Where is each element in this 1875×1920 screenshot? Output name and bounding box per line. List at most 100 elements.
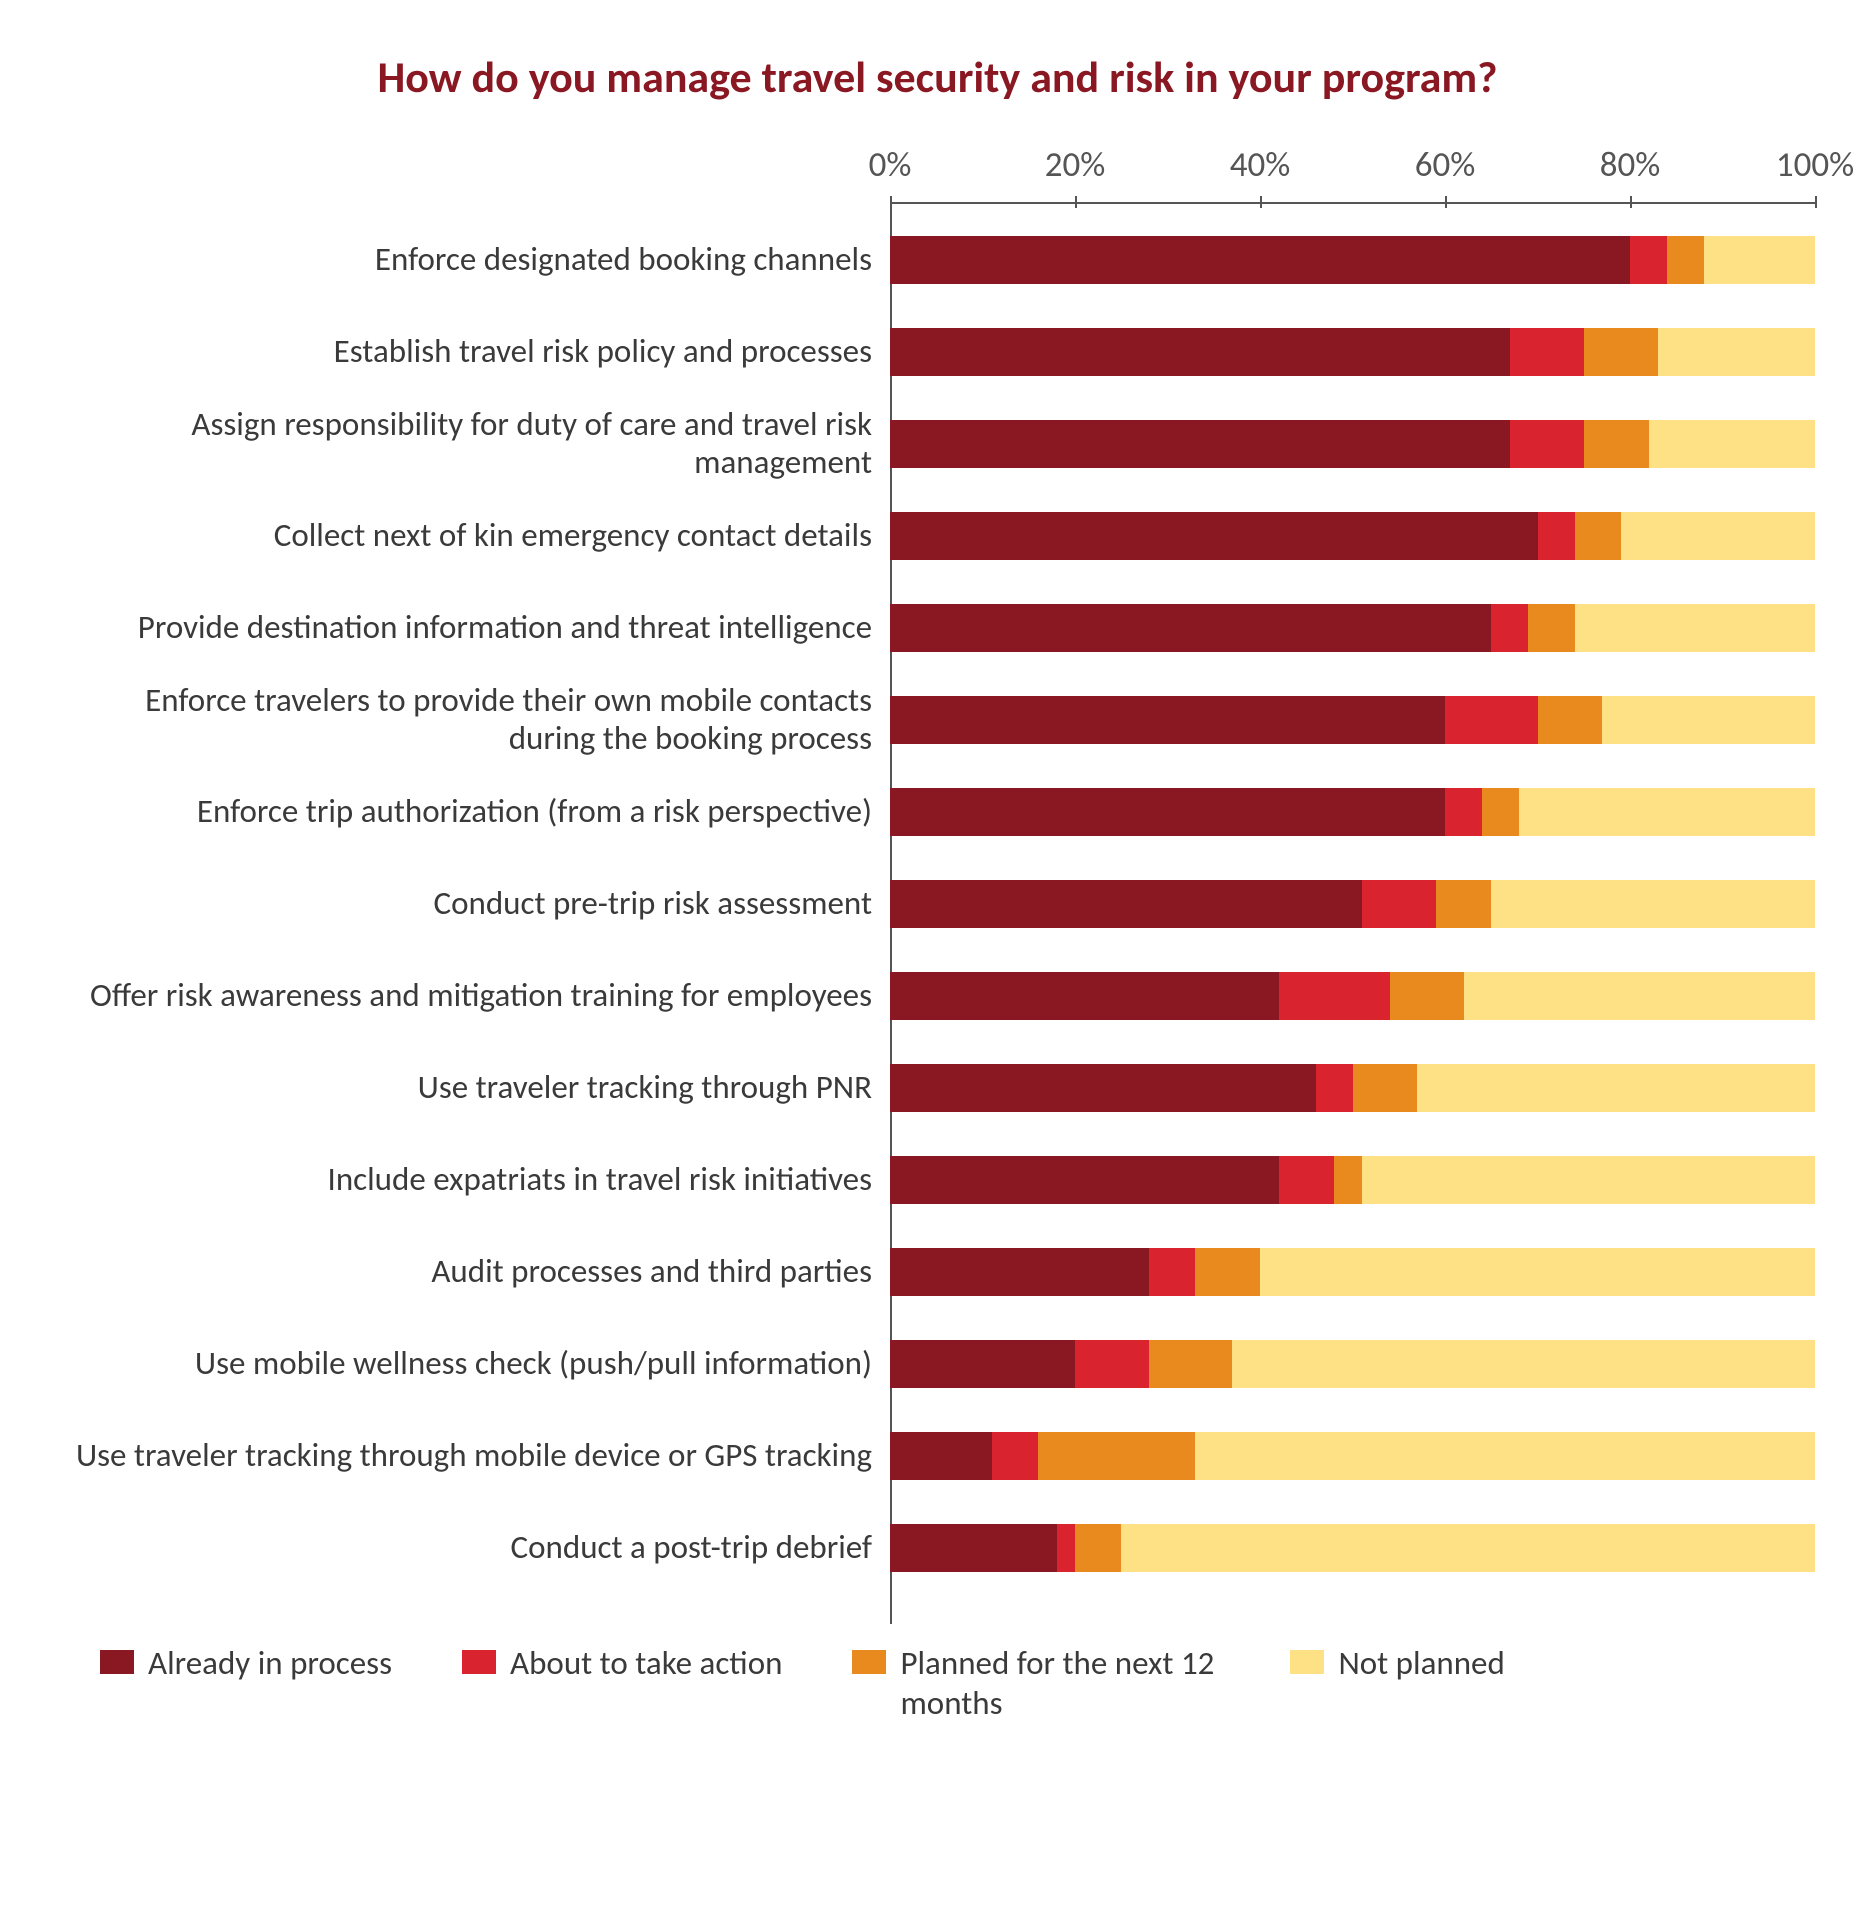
bar-segment-planned12 [1334,1156,1362,1204]
chart-row: Provide destination information and thre… [60,582,1815,674]
row-plot [890,490,1815,582]
bar-segment-planned12 [1667,236,1704,284]
chart-row: Assign responsibility for duty of care a… [60,398,1815,490]
stacked-bar [890,880,1815,928]
row-plot [890,306,1815,398]
stacked-bar [890,696,1815,744]
row-plot [890,582,1815,674]
bar-segment-already [890,1524,1057,1572]
legend: Already in process About to take action Pl… [60,1644,1815,1723]
row-label: Audit processes and third parties [60,1226,890,1318]
legend-swatch [852,1650,886,1674]
stacked-bar [890,604,1815,652]
stacked-bar [890,1156,1815,1204]
stacked-bar [890,236,1815,284]
stacked-bar [890,1064,1815,1112]
bar-segment-about [1362,880,1436,928]
legend-label: Already in process [148,1644,392,1684]
row-label: Assign responsibility for duty of care a… [60,398,890,490]
stacked-bar [890,1524,1815,1572]
chart-row: Offer risk awareness and mitigation trai… [60,950,1815,1042]
bar-segment-already [890,972,1279,1020]
legend-item: Already in process [100,1644,392,1684]
bar-segment-planned12 [1038,1432,1195,1480]
row-label: Offer risk awareness and mitigation trai… [60,950,890,1042]
legend-label: Planned for the next 12 months [900,1644,1220,1723]
bar-segment-already [890,420,1510,468]
bar-segment-not_planned [1602,696,1815,744]
legend-item: Not planned [1290,1644,1504,1684]
row-label: Enforce trip authorization (from a risk … [60,766,890,858]
row-label: Use mobile wellness check (push/pull inf… [60,1318,890,1410]
bar-segment-not_planned [1519,788,1815,836]
chart-row: Conduct a post-trip debrief [60,1502,1815,1594]
bar-segment-planned12 [1584,420,1649,468]
chart-row: Use mobile wellness check (push/pull inf… [60,1318,1815,1410]
row-plot [890,674,1815,766]
bar-segment-not_planned [1658,328,1815,376]
legend-swatch [100,1650,134,1674]
bar-segment-planned12 [1482,788,1519,836]
bar-segment-not_planned [1362,1156,1815,1204]
chart-row: Use traveler tracking through PNR [60,1042,1815,1134]
bar-segment-not_planned [1195,1432,1815,1480]
chart-row: Enforce designated booking channels [60,214,1815,306]
row-label: Use traveler tracking through mobile dev… [60,1410,890,1502]
legend-label: Not planned [1338,1644,1504,1684]
legend-swatch [462,1650,496,1674]
bar-segment-about [1149,1248,1195,1296]
x-axis-tick-label: 0% [869,144,912,186]
row-label: Collect next of kin emergency contact de… [60,490,890,582]
stacked-bar [890,1340,1815,1388]
bar-segment-about [1075,1340,1149,1388]
legend-label: About to take action [510,1644,782,1684]
chart-rows: Enforce designated booking channelsEstab… [60,214,1815,1594]
bar-segment-already [890,696,1445,744]
row-label: Enforce travelers to provide their own m… [60,674,890,766]
bar-segment-not_planned [1232,1340,1815,1388]
chart-row: Enforce travelers to provide their own m… [60,674,1815,766]
chart-row: Audit processes and third parties [60,1226,1815,1318]
x-axis-tick-mark [1630,196,1632,208]
bar-segment-already [890,788,1445,836]
bar-segment-already [890,1156,1279,1204]
bar-segment-not_planned [1464,972,1816,1020]
stacked-bar [890,1248,1815,1296]
bar-segment-about [1510,420,1584,468]
bar-segment-already [890,880,1362,928]
x-axis-tick-mark [890,196,892,208]
x-axis-tick-label: 20% [1045,144,1106,186]
bar-segment-planned12 [1575,512,1621,560]
row-label: Conduct a post-trip debrief [60,1502,890,1594]
bar-segment-not_planned [1575,604,1816,652]
bar-segment-about [1445,696,1538,744]
bar-segment-not_planned [1260,1248,1815,1296]
bar-segment-planned12 [1538,696,1603,744]
row-plot [890,950,1815,1042]
chart-row: Conduct pre-trip risk assessment [60,858,1815,950]
bar-segment-planned12 [1436,880,1492,928]
row-plot [890,1134,1815,1226]
bar-segment-not_planned [1417,1064,1815,1112]
bar-segment-already [890,512,1538,560]
stacked-bar [890,788,1815,836]
bar-segment-planned12 [1390,972,1464,1020]
bar-segment-not_planned [1121,1524,1815,1572]
x-axis-tick-label: 40% [1230,144,1291,186]
bar-segment-not_planned [1649,420,1816,468]
row-plot [890,1410,1815,1502]
row-label: Enforce designated booking channels [60,214,890,306]
bar-segment-planned12 [1149,1340,1232,1388]
bar-segment-not_planned [1621,512,1815,560]
bar-segment-already [890,328,1510,376]
bar-segment-already [890,604,1491,652]
bar-segment-planned12 [1584,328,1658,376]
x-axis-tick-label: 100% [1776,144,1854,186]
row-plot [890,1318,1815,1410]
stacked-bar [890,972,1815,1020]
bar-segment-about [1630,236,1667,284]
bar-segment-planned12 [1195,1248,1260,1296]
bar-segment-already [890,1248,1149,1296]
row-label: Include expatriats in travel risk initia… [60,1134,890,1226]
bar-segment-planned12 [1353,1064,1418,1112]
